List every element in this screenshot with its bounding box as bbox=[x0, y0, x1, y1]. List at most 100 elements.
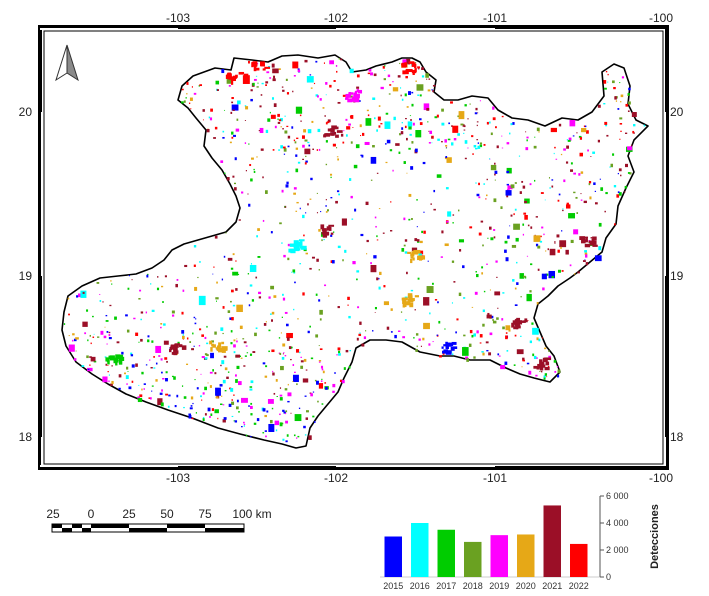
detection-patch bbox=[524, 214, 528, 220]
detection-patch bbox=[253, 422, 257, 425]
detection-patch bbox=[256, 156, 258, 158]
detection-patch bbox=[404, 125, 407, 129]
detection-patch bbox=[627, 110, 630, 112]
detection-patch bbox=[242, 75, 250, 84]
detection-patch bbox=[204, 336, 207, 340]
detection-patch bbox=[505, 257, 509, 262]
detection-patch bbox=[211, 340, 214, 343]
detection-patch bbox=[319, 98, 322, 101]
detection-patch bbox=[373, 255, 377, 259]
detection-patch bbox=[509, 132, 511, 135]
detection-patch bbox=[105, 363, 108, 366]
detection-patch bbox=[283, 352, 285, 354]
detection-patch bbox=[287, 243, 290, 247]
detection-patch bbox=[476, 139, 479, 141]
detection-patch bbox=[286, 181, 289, 185]
detection-patch bbox=[544, 373, 548, 376]
detection-patch bbox=[343, 130, 345, 132]
detection-patch bbox=[451, 260, 455, 263]
detection-patch bbox=[565, 204, 571, 209]
detection-cluster bbox=[298, 239, 305, 242]
detection-patch bbox=[157, 398, 163, 406]
detection-patch bbox=[617, 108, 620, 110]
detection-patch bbox=[151, 340, 154, 343]
detection-patch bbox=[599, 178, 601, 180]
detection-patch bbox=[555, 158, 558, 160]
detection-patch bbox=[486, 263, 488, 265]
detection-patch bbox=[598, 222, 602, 227]
detection-patch bbox=[476, 330, 479, 334]
detection-patch bbox=[504, 249, 507, 253]
detection-patch bbox=[325, 386, 328, 390]
detection-patch bbox=[191, 417, 194, 420]
detection-patch bbox=[248, 405, 250, 407]
detection-patch bbox=[307, 129, 312, 134]
detection-patch bbox=[471, 306, 474, 308]
chart-category-label: 2022 bbox=[569, 581, 589, 591]
detection-patch bbox=[565, 249, 569, 255]
detection-patch bbox=[282, 128, 284, 130]
detection-patch bbox=[255, 75, 258, 77]
chart-bar-2018 bbox=[464, 541, 482, 577]
detection-patch bbox=[485, 198, 487, 200]
detection-patch bbox=[177, 341, 180, 345]
detection-patch bbox=[228, 403, 232, 407]
detection-patch bbox=[330, 196, 333, 199]
detection-patch bbox=[590, 237, 593, 239]
detection-patch bbox=[423, 322, 430, 330]
detection-cluster bbox=[322, 232, 328, 238]
detection-cluster bbox=[105, 357, 110, 362]
detection-patch bbox=[338, 353, 341, 356]
detection-patch bbox=[284, 311, 288, 314]
detection-patch bbox=[541, 337, 544, 339]
detection-cluster bbox=[402, 300, 407, 304]
detection-patch bbox=[133, 317, 136, 320]
detection-patch bbox=[92, 336, 95, 338]
detection-patch bbox=[305, 252, 308, 255]
detection-patch bbox=[370, 262, 372, 265]
detection-patch bbox=[231, 401, 235, 405]
detection-patch bbox=[231, 104, 239, 111]
detection-patch bbox=[620, 130, 622, 132]
detection-patch bbox=[477, 145, 481, 149]
detection-patch bbox=[525, 131, 527, 133]
detection-cluster bbox=[264, 66, 271, 69]
detection-patch bbox=[198, 85, 200, 87]
detection-patch bbox=[268, 65, 271, 68]
detection-patch bbox=[597, 104, 601, 108]
detection-patch bbox=[307, 141, 310, 144]
detection-patch bbox=[363, 336, 367, 340]
detection-patch bbox=[220, 160, 224, 163]
detection-patch bbox=[337, 89, 340, 91]
detection-patch bbox=[473, 333, 477, 337]
detection-patch bbox=[303, 358, 307, 362]
detection-patch bbox=[607, 73, 609, 76]
detection-patch bbox=[522, 357, 525, 361]
detection-patch bbox=[414, 238, 418, 242]
detection-patch bbox=[290, 412, 292, 414]
detection-patch bbox=[239, 355, 242, 358]
detection-patch bbox=[340, 133, 344, 137]
detection-patch bbox=[352, 127, 354, 128]
detection-patch bbox=[489, 289, 491, 291]
detection-patch bbox=[106, 343, 108, 345]
detection-patch bbox=[447, 138, 451, 141]
detection-patch bbox=[320, 365, 324, 369]
chart-category-label: 2019 bbox=[489, 581, 509, 591]
detection-patch bbox=[342, 141, 345, 144]
detection-patch bbox=[215, 396, 219, 399]
detection-patch bbox=[476, 193, 480, 197]
detection-cluster bbox=[217, 347, 221, 351]
detection-cluster bbox=[346, 95, 351, 98]
detection-cluster bbox=[591, 238, 595, 242]
detection-patch bbox=[196, 387, 199, 390]
detection-patch bbox=[423, 103, 430, 111]
detection-patch bbox=[350, 195, 353, 199]
detection-patch bbox=[111, 283, 113, 285]
detection-patch bbox=[211, 408, 215, 411]
detection-patch bbox=[266, 71, 270, 74]
detection-cluster bbox=[115, 361, 118, 366]
lon-label-bottom: -102 bbox=[324, 471, 348, 485]
detection-patch bbox=[298, 407, 301, 410]
detection-patch bbox=[297, 69, 301, 73]
